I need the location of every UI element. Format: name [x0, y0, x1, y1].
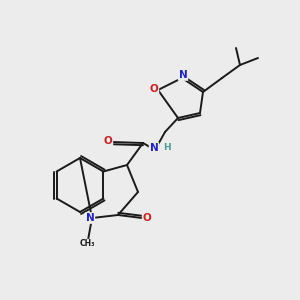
Text: O: O	[150, 84, 158, 94]
Text: N: N	[150, 143, 158, 153]
Text: O: O	[103, 136, 112, 146]
Text: H: H	[163, 143, 171, 152]
Text: N: N	[85, 213, 94, 223]
Text: N: N	[178, 70, 188, 80]
Text: O: O	[142, 213, 152, 223]
Text: CH₃: CH₃	[79, 239, 95, 248]
